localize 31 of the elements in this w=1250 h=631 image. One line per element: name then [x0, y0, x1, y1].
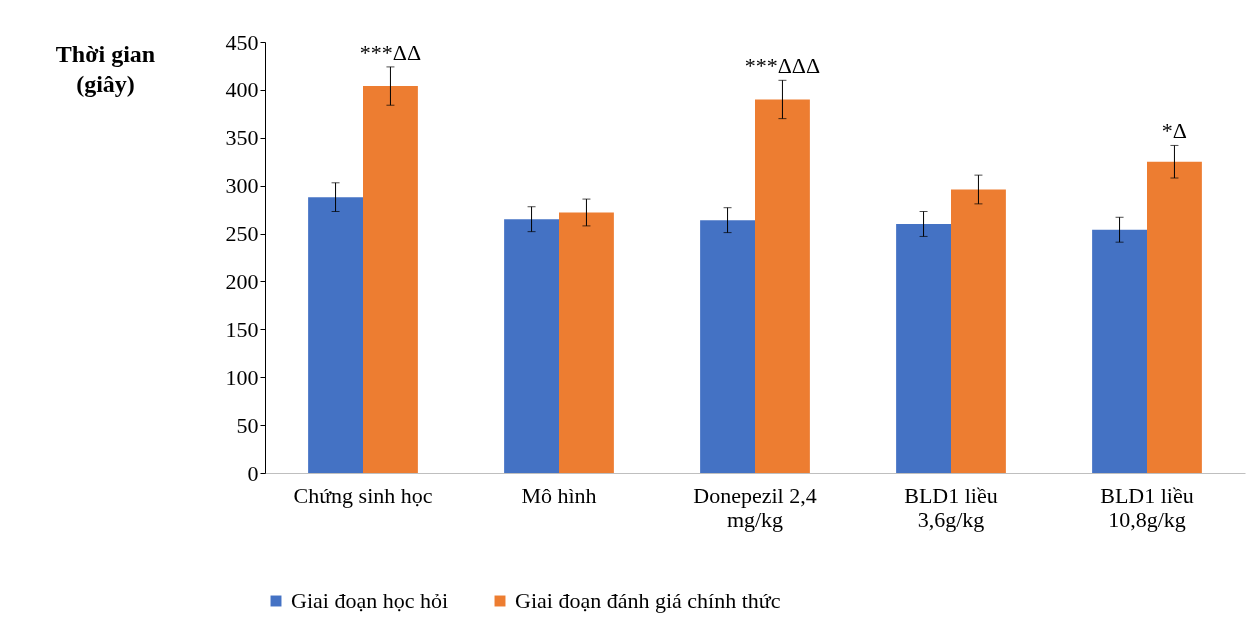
y-tick-label: 0 — [247, 460, 259, 486]
x-tick-label: BLD1 liều 10,8g/kg — [1100, 482, 1194, 532]
y-tick-label: 450 — [225, 29, 259, 55]
y-tick-label: 350 — [225, 125, 259, 151]
bar — [559, 212, 614, 473]
x-tick-label: Chứng sinh học — [293, 482, 433, 508]
x-tick-label: Mô hình — [521, 482, 597, 508]
legend-label: Giai đoạn học hỏi — [291, 588, 449, 613]
legend-label: Giai đoạn đánh giá chính thức — [515, 588, 781, 613]
y-tick-label: 400 — [225, 77, 259, 103]
bar — [700, 220, 755, 473]
annotation: ***ΔΔ — [359, 39, 422, 65]
y-tick-label: 300 — [225, 173, 259, 199]
y-tick-label: 100 — [225, 364, 259, 390]
y-tick-label: 150 — [225, 316, 259, 342]
y-tick-label: 200 — [225, 268, 259, 294]
bar — [1092, 229, 1147, 473]
bar — [951, 189, 1006, 473]
y-axis-title: Thời gian (giây) — [55, 40, 156, 97]
bar — [1147, 161, 1202, 473]
y-tick-label: 250 — [225, 221, 259, 247]
bar — [896, 223, 951, 473]
bar — [363, 86, 418, 473]
bar — [755, 99, 810, 473]
bar — [308, 197, 363, 473]
y-tick-label: 50 — [236, 412, 259, 438]
x-tick-label: Donepezil 2,4 mg/kg — [693, 482, 817, 532]
annotation: *Δ — [1161, 118, 1188, 144]
annotation: ***ΔΔΔ — [744, 53, 821, 79]
x-tick-label: BLD1 liều 3,6g/kg — [904, 482, 998, 532]
bar — [504, 219, 559, 473]
